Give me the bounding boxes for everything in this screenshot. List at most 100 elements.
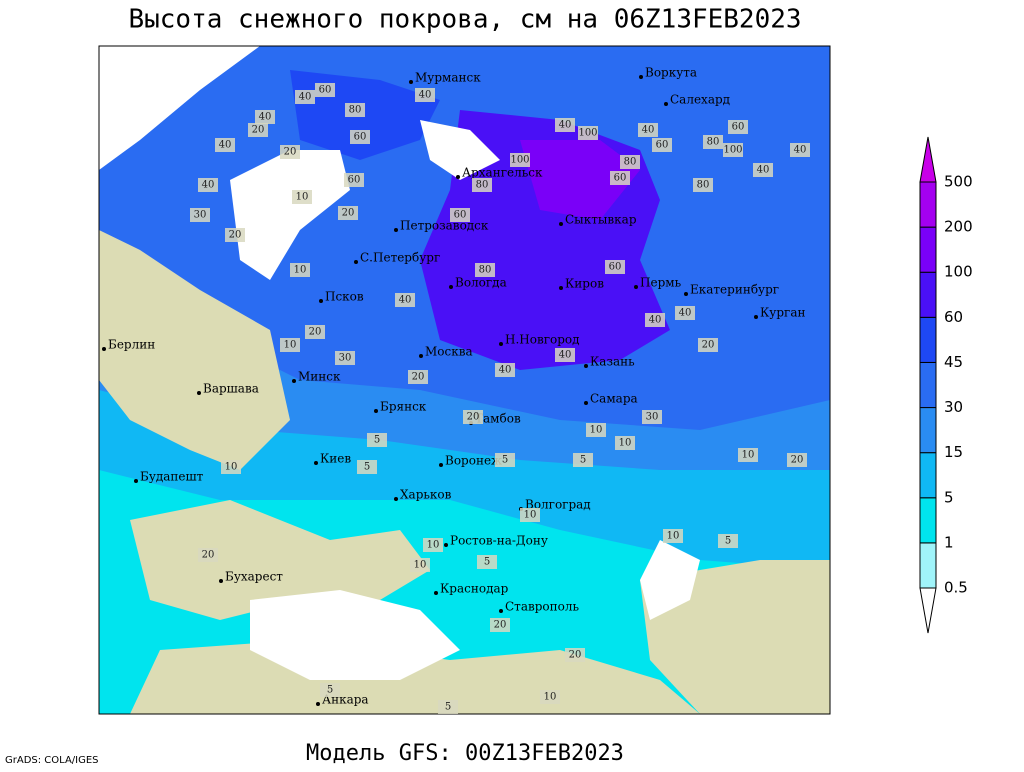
contour-label: 60	[319, 85, 332, 96]
city-dot	[754, 315, 758, 319]
city-dot	[434, 591, 438, 595]
contour-label-box	[605, 260, 625, 274]
city-label: Бухарест	[225, 570, 283, 584]
contour-label: 5	[445, 702, 451, 713]
city-dot	[439, 463, 443, 467]
city-label: Харьков	[400, 488, 452, 502]
contour-label-box	[620, 155, 640, 169]
city-dot	[456, 175, 460, 179]
city-dot	[409, 80, 413, 84]
city-label: Пермь	[640, 276, 682, 290]
contour-label: 60	[656, 140, 669, 151]
city-dot	[134, 479, 138, 483]
contour-label-box	[215, 138, 235, 152]
contour-label: 40	[399, 295, 412, 306]
contour-label-box	[490, 618, 510, 632]
contour-label-box	[357, 460, 377, 474]
contour-label: 60	[348, 175, 361, 186]
contour-label-box	[290, 263, 310, 277]
contour-label-box	[438, 700, 458, 714]
city-label: Казань	[590, 355, 635, 369]
city-dot	[292, 379, 296, 383]
colorbar-band	[919, 271, 937, 318]
contour-label: 100	[723, 145, 742, 156]
colorbar-arrow-low	[919, 587, 937, 634]
contour-label-box	[728, 120, 748, 134]
city-dot	[634, 285, 638, 289]
colorbar-band	[919, 407, 937, 454]
contour-label: 40	[299, 92, 312, 103]
city-label: Вологда	[455, 276, 507, 290]
contour-label: 20	[284, 147, 297, 158]
city-dot	[449, 285, 453, 289]
contour-label: 80	[697, 180, 710, 191]
contour-label: 20	[252, 125, 265, 136]
city-dot	[584, 401, 588, 405]
contour-label: 40	[642, 125, 655, 136]
contour-label: 30	[194, 210, 207, 221]
contour-label-box	[198, 178, 218, 192]
city-dot	[684, 292, 688, 296]
contour-label: 80	[476, 180, 489, 191]
colorbar-band	[919, 542, 937, 589]
contour-label: 40	[649, 315, 662, 326]
city-label: Брянск	[380, 400, 427, 414]
contour-label: 40	[202, 180, 215, 191]
contour-label-box	[510, 153, 530, 167]
city-dot	[219, 579, 223, 583]
contour-label: 40	[757, 165, 770, 176]
contour-label-box	[573, 453, 593, 467]
colorbar-label: 15	[944, 443, 963, 461]
city-dot	[584, 364, 588, 368]
contour-label: 40	[419, 90, 432, 101]
city-dot	[559, 222, 563, 226]
city-label: С.Петербург	[360, 251, 440, 265]
contour-label-box	[475, 263, 495, 277]
contour-label: 5	[374, 435, 380, 446]
contour-label-box	[280, 338, 300, 352]
contour-label-box	[395, 293, 415, 307]
colorbar-band	[919, 181, 937, 228]
contour-label: 80	[707, 137, 720, 148]
contour-label: 60	[354, 132, 367, 143]
contour-label-box	[190, 208, 210, 222]
contour-label: 10	[294, 265, 307, 276]
contour-label: 10	[667, 531, 680, 542]
colorbar-band	[919, 316, 937, 363]
contour-label-box	[615, 436, 635, 450]
contour-label-box	[338, 206, 358, 220]
city-label: Минск	[298, 370, 341, 384]
contour-label-box	[320, 683, 340, 697]
city-label: Петрозаводск	[400, 219, 489, 233]
colorbar-label: 200	[944, 218, 973, 236]
city-label: Будапешт	[140, 470, 204, 484]
city-dot	[499, 342, 503, 346]
city-dot	[639, 75, 643, 79]
contour-label: 20	[309, 327, 322, 338]
contour-label: 60	[614, 173, 627, 184]
contour-label: 20	[229, 230, 242, 241]
city-label: Сыктывкар	[565, 213, 637, 227]
contour-label-box	[221, 460, 241, 474]
contour-label-box	[738, 448, 758, 462]
city-label: Самара	[590, 392, 638, 406]
contour-label: 20	[569, 650, 582, 661]
contour-label: 80	[624, 157, 637, 168]
contour-label: 40	[794, 145, 807, 156]
contour-label-box	[255, 110, 275, 124]
contour-label: 10	[544, 692, 557, 703]
contour-label: 100	[510, 155, 529, 166]
contour-label-box	[367, 433, 387, 447]
contour-label-box	[495, 363, 515, 377]
contour-label-box	[315, 83, 335, 97]
contour-label-box	[675, 306, 695, 320]
city-label: Москва	[425, 345, 473, 359]
contour-label-box	[578, 126, 598, 140]
city-label: Киев	[320, 452, 351, 466]
city-label: Ставрополь	[505, 600, 579, 614]
contour-label: 40	[559, 120, 572, 131]
contour-label-box	[472, 178, 492, 192]
contour-label: 80	[349, 105, 362, 116]
